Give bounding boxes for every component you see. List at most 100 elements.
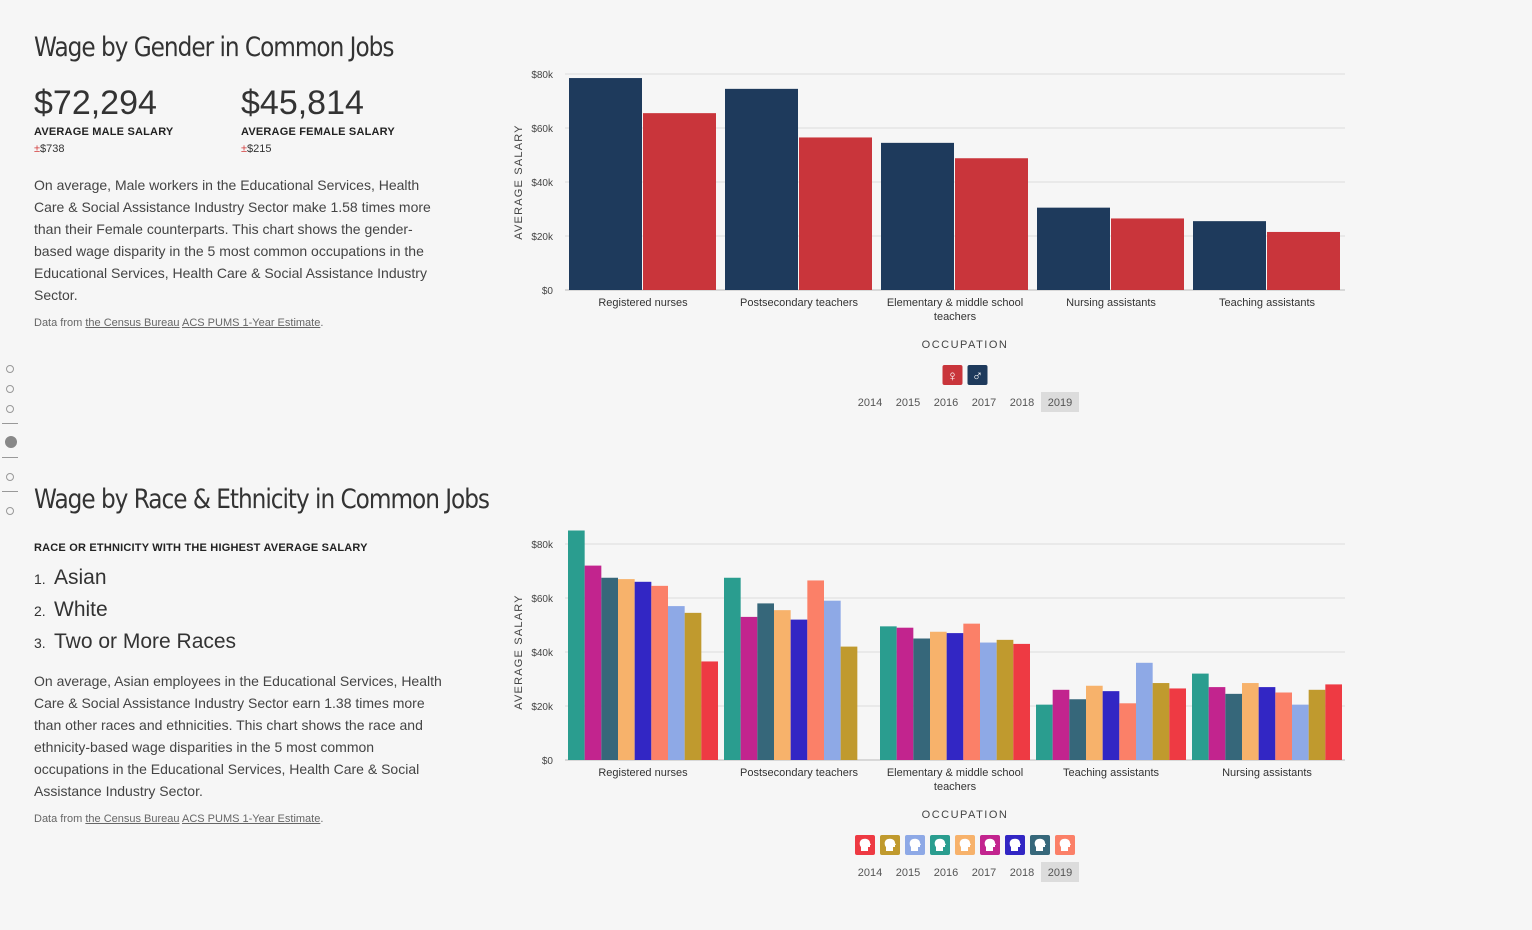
bar[interactable]: [963, 623, 980, 760]
nav-dot-2[interactable]: [6, 385, 14, 393]
bar[interactable]: [799, 137, 872, 290]
bar[interactable]: [1169, 688, 1186, 760]
rank-name: Asian: [54, 566, 107, 589]
bar[interactable]: [1258, 687, 1276, 760]
year-button-2019[interactable]: 2019: [1048, 867, 1072, 879]
nav-dot-1[interactable]: [6, 365, 14, 373]
year-button-2018[interactable]: 2018: [1010, 867, 1034, 879]
y-axis-label: AVERAGE SALARY: [513, 594, 525, 709]
bar[interactable]: [1136, 662, 1153, 760]
female-salary-value: $45,814: [241, 84, 364, 122]
bar[interactable]: [684, 612, 702, 760]
male-moe-value: $738: [40, 143, 65, 155]
ranking-item: 1. Asian: [34, 562, 236, 594]
nav-dot-3[interactable]: [6, 405, 14, 413]
x-tick-label: Nursing assistants: [1066, 297, 1156, 309]
census-bureau-link[interactable]: the Census Bureau: [85, 317, 180, 329]
bar[interactable]: [568, 530, 585, 761]
bar[interactable]: [880, 626, 897, 760]
bar[interactable]: [980, 642, 997, 760]
race-section-title: Wage by Race & Ethnicity in Common Jobs: [34, 484, 490, 515]
year-button-2016[interactable]: 2016: [934, 397, 958, 409]
bar[interactable]: [1242, 683, 1259, 760]
x-tick-label: Nursing assistants: [1222, 767, 1312, 779]
bar[interactable]: [881, 142, 954, 290]
x-tick-label: Registered nurses: [598, 767, 688, 779]
bar[interactable]: [807, 580, 824, 760]
female-moe-value: $215: [247, 143, 272, 155]
bar[interactable]: [1069, 699, 1086, 760]
legend-swatch[interactable]: [942, 365, 963, 385]
census-bureau-link[interactable]: the Census Bureau: [85, 813, 180, 825]
acs-pums-link[interactable]: ACS PUMS 1-Year Estimate: [181, 813, 321, 825]
y-tick-label: $60k: [531, 594, 554, 605]
bar[interactable]: [618, 579, 635, 760]
bar[interactable]: [651, 585, 668, 760]
bar[interactable]: [1308, 689, 1326, 760]
acs-pums-link[interactable]: ACS PUMS 1-Year Estimate: [181, 317, 321, 329]
bar[interactable]: [930, 631, 947, 760]
legend-swatch[interactable]: [967, 365, 988, 385]
bar[interactable]: [1275, 692, 1292, 761]
bar[interactable]: [1325, 684, 1342, 760]
bar[interactable]: [1052, 689, 1070, 760]
bar[interactable]: [740, 616, 758, 760]
year-button-2019[interactable]: 2019: [1048, 397, 1072, 409]
rank-number: 3.: [34, 635, 46, 651]
bar[interactable]: [701, 661, 718, 760]
bar[interactable]: [1086, 685, 1103, 760]
bar[interactable]: [1037, 207, 1110, 290]
nav-dot-4[interactable]: [5, 436, 17, 448]
gender-section: Wage by Gender in Common Jobs $72,294 AV…: [34, 32, 1345, 412]
bar[interactable]: [790, 619, 808, 760]
bar[interactable]: [757, 603, 774, 760]
gender-description: On average, Male workers in the Educatio…: [34, 177, 431, 303]
race-wage-chart: $0 $20k $40k $60k $80k AVERAGE SALARY Register…: [513, 530, 1345, 882]
nav-dot-6[interactable]: [6, 507, 14, 515]
y-tick-label: $20k: [531, 702, 554, 713]
bar[interactable]: [725, 88, 798, 290]
nav-dot-5[interactable]: [6, 473, 14, 481]
bar[interactable]: [896, 627, 914, 760]
bar[interactable]: [1036, 704, 1053, 760]
bar[interactable]: [840, 646, 858, 760]
year-button-2015[interactable]: 2015: [896, 867, 920, 879]
bar[interactable]: [601, 577, 618, 760]
bar[interactable]: [1225, 693, 1242, 760]
person-head-icon: [909, 838, 921, 851]
year-button-2015[interactable]: 2015: [896, 397, 920, 409]
x-tick-label: Teaching assistants: [1063, 767, 1159, 779]
bar[interactable]: [584, 565, 602, 760]
bar[interactable]: [824, 600, 841, 760]
year-button-2014[interactable]: 2014: [858, 867, 882, 879]
bar[interactable]: [1192, 673, 1209, 760]
bar[interactable]: [668, 606, 685, 760]
source-prefix: Data from: [34, 317, 83, 329]
bar[interactable]: [1013, 643, 1030, 760]
x-tick-label: Registered nurses: [598, 297, 688, 309]
year-button-2018[interactable]: 2018: [1010, 397, 1034, 409]
bar[interactable]: [1119, 703, 1136, 760]
bar[interactable]: [1208, 687, 1226, 760]
year-button-2017[interactable]: 2017: [972, 867, 996, 879]
bar[interactable]: [913, 638, 930, 761]
bar[interactable]: [946, 633, 964, 760]
rank-name: White: [54, 598, 108, 621]
bar[interactable]: [1111, 218, 1184, 290]
bar[interactable]: [996, 639, 1014, 760]
bar[interactable]: [774, 610, 791, 760]
male-salary-value: $72,294: [34, 84, 157, 122]
bar[interactable]: [1267, 231, 1340, 290]
bar[interactable]: [1152, 683, 1170, 760]
bar[interactable]: [634, 581, 652, 760]
bar[interactable]: [1193, 221, 1266, 290]
bar[interactable]: [1102, 691, 1120, 760]
bar[interactable]: [1292, 704, 1309, 760]
bar[interactable]: [724, 577, 741, 760]
bar[interactable]: [643, 113, 716, 291]
bar[interactable]: [955, 158, 1028, 290]
year-button-2014[interactable]: 2014: [858, 397, 882, 409]
year-button-2016[interactable]: 2016: [934, 867, 958, 879]
year-button-2017[interactable]: 2017: [972, 397, 996, 409]
bar[interactable]: [569, 78, 642, 290]
